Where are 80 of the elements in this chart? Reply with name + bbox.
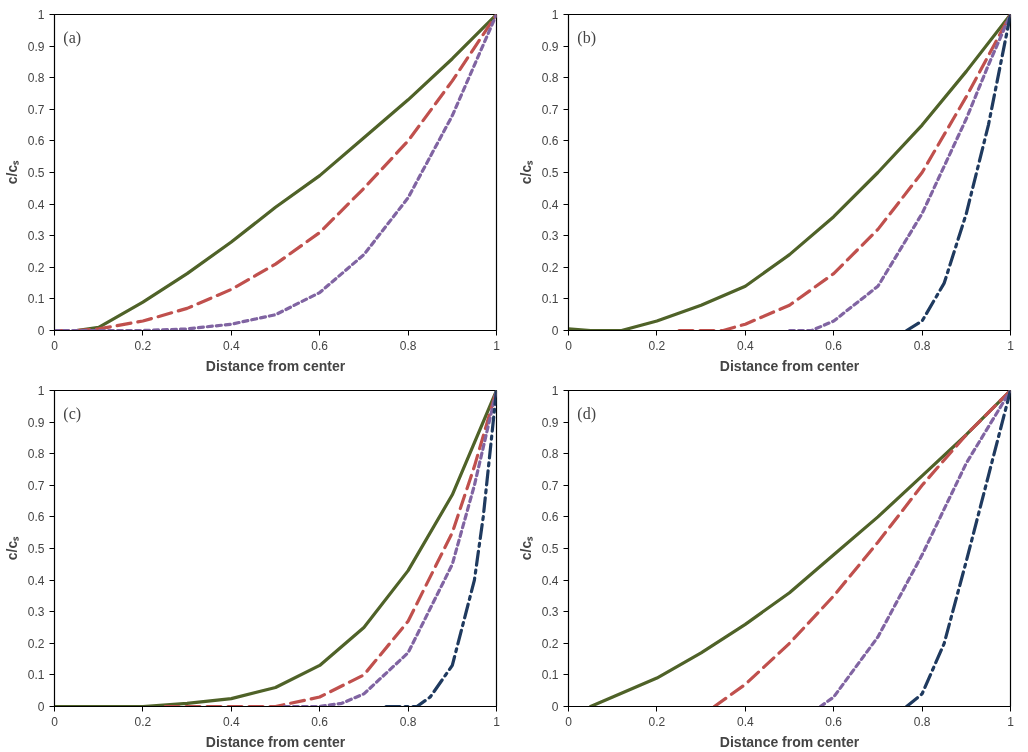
x-tick-label: 0.4 xyxy=(222,338,240,353)
y-tick-label: 0.4 xyxy=(541,197,559,212)
x-tick-label: 0.6 xyxy=(311,714,329,729)
y-tick-label: 0.8 xyxy=(27,71,45,86)
x-tick-label: 0.8 xyxy=(913,714,931,729)
y-tick-label: 0.8 xyxy=(27,447,45,462)
y-tick-label: 0.9 xyxy=(27,39,45,54)
y-tick-label: 0.5 xyxy=(27,542,45,556)
x-tick-label: 0 xyxy=(51,714,59,729)
x-tick-label: 1 xyxy=(1007,714,1015,729)
y-tick-label: 0.6 xyxy=(541,134,559,149)
y-tick-label: 0.9 xyxy=(541,415,559,430)
x-axis-title: Distance from center xyxy=(205,733,346,750)
y-tick-label: 0.4 xyxy=(27,573,45,588)
y-tick-label: 0.1 xyxy=(27,668,45,683)
x-tick-label: 0 xyxy=(565,714,573,729)
x-tick-label: 0.4 xyxy=(736,338,754,353)
y-tick-label: 1 xyxy=(37,8,45,22)
y-tick-label: 0 xyxy=(551,700,559,714)
annotation: (b) xyxy=(577,29,596,48)
x-axis-title: Distance from center xyxy=(719,357,860,374)
x-tick-label: 0 xyxy=(565,338,573,353)
x-axis-title: Distance from center xyxy=(205,357,346,374)
annotation: (c) xyxy=(63,405,82,424)
y-axis-title: c/cₛ xyxy=(517,159,534,185)
x-tick-label: 0.2 xyxy=(134,338,152,353)
y-tick-label: 0.3 xyxy=(27,605,45,620)
x-tick-label: 0.6 xyxy=(825,714,843,729)
y-tick-label: 1 xyxy=(37,384,45,398)
y-tick-label: 0.1 xyxy=(541,292,559,307)
x-tick-label: 0.4 xyxy=(222,714,240,729)
y-tick-label: 0.3 xyxy=(27,229,45,244)
y-tick-label: 0.5 xyxy=(541,542,559,556)
y-tick-label: 1 xyxy=(551,8,559,22)
x-tick-label: 0.2 xyxy=(648,338,666,353)
y-tick-label: 0.4 xyxy=(27,197,45,212)
x-tick-label: 0.8 xyxy=(399,338,417,353)
x-tick-label: 1 xyxy=(1007,338,1015,353)
y-tick-label: 0.1 xyxy=(541,668,559,683)
x-tick-label: 0.6 xyxy=(311,338,329,353)
y-tick-label: 0.3 xyxy=(541,229,559,244)
x-tick-label: 0.4 xyxy=(736,714,754,729)
x-tick-label: 0 xyxy=(51,338,59,353)
y-tick-label: 0.8 xyxy=(541,447,559,462)
y-tick-label: 0.7 xyxy=(541,102,559,117)
y-tick-label: 0.9 xyxy=(541,39,559,54)
y-tick-label: 0.3 xyxy=(541,605,559,620)
y-tick-label: 0.9 xyxy=(27,415,45,430)
y-tick-label: 0.7 xyxy=(27,102,45,117)
y-tick-label: 0.7 xyxy=(541,478,559,493)
x-tick-label: 1 xyxy=(493,714,501,729)
x-tick-label: 0.6 xyxy=(825,338,843,353)
y-tick-label: 0.8 xyxy=(541,71,559,86)
y-tick-label: 0 xyxy=(551,324,559,338)
x-tick-label: 0.2 xyxy=(134,714,152,729)
x-tick-label: 0.2 xyxy=(648,714,666,729)
y-tick-label: 0.5 xyxy=(541,166,559,180)
annotation: (a) xyxy=(63,29,82,48)
x-axis-title: Distance from center xyxy=(719,733,860,750)
y-tick-label: 1 xyxy=(551,384,559,398)
y-tick-label: 0.2 xyxy=(541,260,559,275)
y-tick-label: 0 xyxy=(37,700,45,714)
y-tick-label: 0.5 xyxy=(27,166,45,180)
x-tick-label: 0.8 xyxy=(399,714,417,729)
y-tick-label: 0.2 xyxy=(541,636,559,651)
y-tick-label: 0 xyxy=(37,324,45,338)
y-axis-title: c/cₛ xyxy=(3,159,20,185)
y-tick-label: 0.6 xyxy=(541,510,559,525)
x-tick-label: 0.8 xyxy=(913,338,931,353)
y-tick-label: 0.2 xyxy=(27,260,45,275)
y-tick-label: 0.6 xyxy=(27,134,45,149)
y-axis-title: c/cₛ xyxy=(3,535,20,561)
y-tick-label: 0.2 xyxy=(27,636,45,651)
annotation: (d) xyxy=(577,405,596,424)
y-tick-label: 0.6 xyxy=(27,510,45,525)
y-axis-title: c/cₛ xyxy=(517,535,534,561)
y-tick-label: 0.7 xyxy=(27,478,45,493)
y-tick-label: 0.1 xyxy=(27,292,45,307)
y-tick-label: 0.4 xyxy=(541,573,559,588)
x-tick-label: 1 xyxy=(493,338,501,353)
